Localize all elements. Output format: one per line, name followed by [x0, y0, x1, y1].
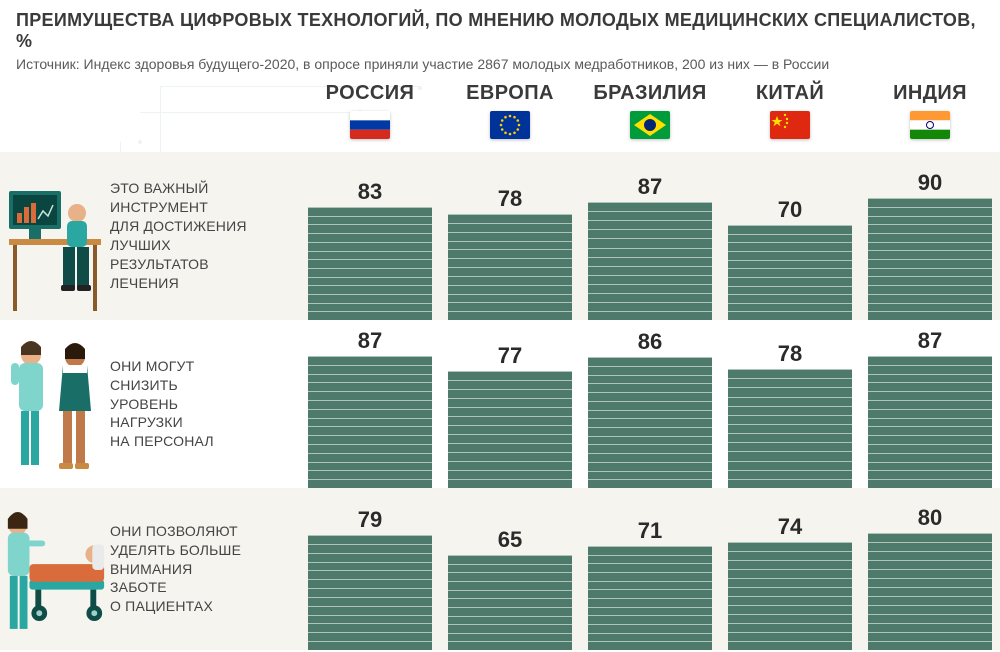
- chart-row-patient-care: ОНИ ПОЗВОЛЯЮТУДЕЛЯТЬ БОЛЬШЕВНИМАНИЯЗАБОТ…: [0, 488, 1000, 650]
- bar-cell: 80: [860, 505, 1000, 650]
- chart-rows: ЭТО ВАЖНЫЙИНСТРУМЕНТДЛЯ ДОСТИЖЕНИЯЛУЧШИХ…: [0, 152, 1000, 650]
- bar-cell: 86: [580, 329, 720, 488]
- bar-value: 77: [498, 343, 522, 369]
- country-header-india: ИНДИЯ: [860, 82, 1000, 152]
- bar-cell: 87: [580, 174, 720, 320]
- bar: [588, 546, 712, 650]
- bar: [448, 555, 572, 650]
- bar-value: 86: [638, 329, 662, 355]
- bar-value: 78: [498, 186, 522, 212]
- row-left: ОНИ ПОЗВОЛЯЮТУДЕЛЯТЬ БОЛЬШЕВНИМАНИЯЗАБОТ…: [0, 488, 300, 650]
- bar-cell: 90: [860, 170, 1000, 320]
- bar: [588, 357, 712, 488]
- bar: [868, 198, 992, 320]
- bar: [588, 202, 712, 320]
- chart-row-outcomes: ЭТО ВАЖНЫЙИНСТРУМЕНТДЛЯ ДОСТИЖЕНИЯЛУЧШИХ…: [0, 152, 1000, 320]
- computer-analyst-icon: [0, 152, 110, 320]
- row-label: ОНИ ПОЗВОЛЯЮТУДЕЛЯТЬ БОЛЬШЕВНИМАНИЯЗАБОТ…: [110, 522, 251, 616]
- bar-value: 87: [638, 174, 662, 200]
- country-name: БРАЗИЛИЯ: [580, 82, 720, 105]
- bar-cell: 78: [440, 186, 580, 320]
- row-label: ОНИ МОГУТСНИЗИТЬУРОВЕНЬНАГРУЗКИНА ПЕРСОН…: [110, 357, 224, 451]
- country-header-china: КИТАЙ: [720, 82, 860, 152]
- nurse-patient-icon: [0, 488, 110, 650]
- country-name: ЕВРОПА: [440, 82, 580, 105]
- country-headers: РОССИЯЕВРОПАБРАЗИЛИЯКИТАЙИНДИЯ: [300, 82, 1000, 152]
- brazil-flag-icon: [630, 111, 670, 139]
- row-left: ЭТО ВАЖНЫЙИНСТРУМЕНТДЛЯ ДОСТИЖЕНИЯЛУЧШИХ…: [0, 152, 300, 320]
- bar-value: 70: [778, 197, 802, 223]
- infographic: ПРЕИМУЩЕСТВА ЦИФРОВЫХ ТЕХНОЛОГИЙ, ПО МНЕ…: [0, 0, 1000, 634]
- bar-value: 71: [638, 518, 662, 544]
- bar-cell: 78: [720, 341, 860, 488]
- bar-value: 74: [778, 514, 802, 540]
- bar: [308, 535, 432, 650]
- row-bars: 79 65 71 74 80: [300, 488, 1000, 650]
- country-header-brazil: БРАЗИЛИЯ: [580, 82, 720, 152]
- bar-cell: 74: [720, 514, 860, 650]
- bar-value: 79: [358, 507, 382, 533]
- bar: [868, 356, 992, 488]
- country-name: ИНДИЯ: [860, 82, 1000, 105]
- bar: [728, 369, 852, 488]
- chart-subtitle: Источник: Индекс здоровья будущего-2020,…: [0, 56, 1000, 82]
- row-bars: 87 77 86 78 87: [300, 320, 1000, 488]
- chart-row-workload: ОНИ МОГУТСНИЗИТЬУРОВЕНЬНАГРУЗКИНА ПЕРСОН…: [0, 320, 1000, 488]
- bar-value: 80: [918, 505, 942, 531]
- bar: [868, 533, 992, 650]
- bar-value: 87: [918, 328, 942, 354]
- bar: [308, 207, 432, 320]
- bar-value: 90: [918, 170, 942, 196]
- bar-value: 87: [358, 328, 382, 354]
- bar-cell: 83: [300, 179, 440, 320]
- bar: [448, 371, 572, 488]
- europe-flag-icon: [490, 111, 530, 139]
- bar: [728, 225, 852, 320]
- india-flag-icon: [910, 111, 950, 139]
- bar-cell: 77: [440, 343, 580, 488]
- country-name: КИТАЙ: [720, 82, 860, 105]
- bar-value: 65: [498, 527, 522, 553]
- row-bars: 83 78 87 70 90: [300, 152, 1000, 320]
- country-header-europe: ЕВРОПА: [440, 82, 580, 152]
- row-label: ЭТО ВАЖНЫЙИНСТРУМЕНТДЛЯ ДОСТИЖЕНИЯЛУЧШИХ…: [110, 179, 257, 292]
- bar-cell: 71: [580, 518, 720, 650]
- country-name: РОССИЯ: [300, 82, 440, 105]
- chart-area: РОССИЯЕВРОПАБРАЗИЛИЯКИТАЙИНДИЯ ЭТО ВАЖНЫ…: [0, 82, 1000, 652]
- bar-cell: 70: [720, 197, 860, 320]
- two-doctors-icon: [0, 320, 110, 488]
- russia-flag-icon: [350, 111, 390, 139]
- bar-cell: 87: [300, 328, 440, 488]
- bar-cell: 87: [860, 328, 1000, 488]
- chart-title: ПРЕИМУЩЕСТВА ЦИФРОВЫХ ТЕХНОЛОГИЙ, ПО МНЕ…: [0, 0, 1000, 56]
- row-left: ОНИ МОГУТСНИЗИТЬУРОВЕНЬНАГРУЗКИНА ПЕРСОН…: [0, 320, 300, 488]
- bar: [308, 356, 432, 488]
- country-header-russia: РОССИЯ: [300, 82, 440, 152]
- bar-cell: 65: [440, 527, 580, 650]
- bar-value: 78: [778, 341, 802, 367]
- bar-cell: 79: [300, 507, 440, 650]
- bar-value: 83: [358, 179, 382, 205]
- bar: [448, 214, 572, 320]
- china-flag-icon: [770, 111, 810, 139]
